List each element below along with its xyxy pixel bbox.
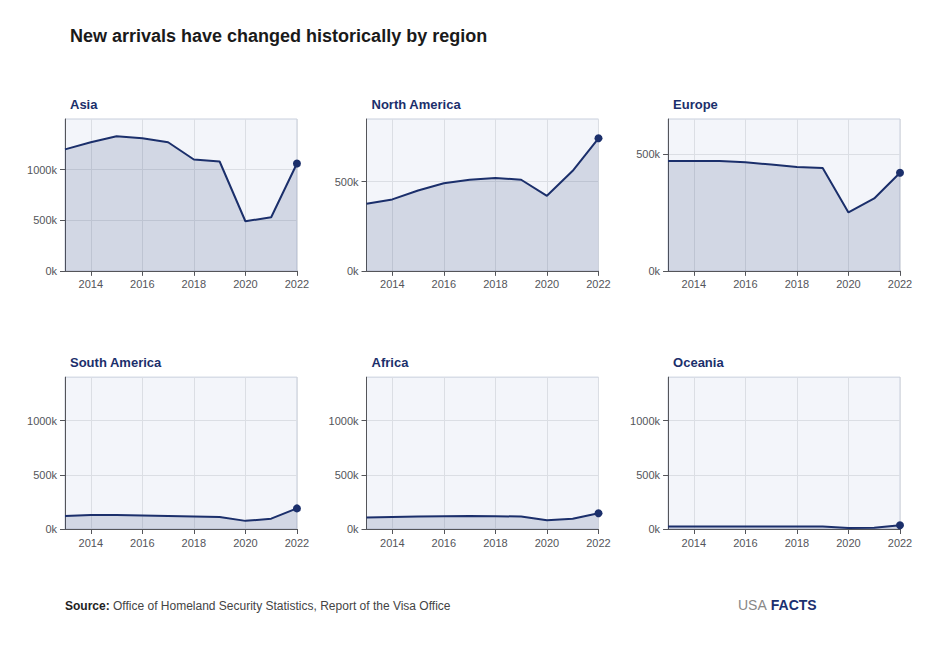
svg-text:2014: 2014 [380,278,404,290]
svg-text:0k: 0k [347,265,359,277]
svg-text:1000k: 1000k [329,415,359,427]
svg-text:2016: 2016 [733,278,757,290]
svg-text:0k: 0k [648,523,660,535]
svg-text:500k: 500k [33,214,57,226]
svg-text:2014: 2014 [682,278,706,290]
svg-text:2022: 2022 [285,278,309,290]
svg-text:2016: 2016 [733,537,757,549]
svg-text:2016: 2016 [432,278,456,290]
svg-text:2020: 2020 [836,278,860,290]
svg-text:2018: 2018 [182,278,206,290]
svg-text:2018: 2018 [182,537,206,549]
svg-text:2018: 2018 [483,278,507,290]
svg-text:500k: 500k [335,469,359,481]
svg-text:1000k: 1000k [630,415,660,427]
svg-text:2016: 2016 [130,278,154,290]
svg-text:2016: 2016 [432,537,456,549]
svg-text:0k: 0k [347,523,359,535]
svg-text:2018: 2018 [483,537,507,549]
svg-text:2016: 2016 [130,537,154,549]
svg-text:Europe: Europe [673,97,718,112]
svg-text:500k: 500k [636,148,660,160]
svg-text:2022: 2022 [586,537,610,549]
svg-text:2018: 2018 [785,278,809,290]
svg-text:Oceania: Oceania [673,355,724,370]
svg-text:0k: 0k [45,523,57,535]
svg-text:2020: 2020 [233,278,257,290]
svg-text:500k: 500k [335,176,359,188]
svg-text:Source:: Source: [65,599,110,613]
svg-text:2014: 2014 [682,537,706,549]
svg-text:New arrivals have changed hist: New arrivals have changed historically b… [70,26,487,46]
svg-text:2020: 2020 [233,537,257,549]
svg-text:2022: 2022 [888,278,912,290]
svg-text:2014: 2014 [380,537,404,549]
svg-text:Africa: Africa [372,355,410,370]
svg-text:USA: USA [738,597,767,613]
svg-text:2014: 2014 [79,278,103,290]
svg-text:1000k: 1000k [27,164,57,176]
svg-text:FACTS: FACTS [771,597,817,613]
svg-text:2022: 2022 [285,537,309,549]
svg-text:2022: 2022 [888,537,912,549]
svg-text:500k: 500k [636,469,660,481]
svg-text:2018: 2018 [785,537,809,549]
svg-text:500k: 500k [33,469,57,481]
svg-text:2020: 2020 [535,537,559,549]
svg-text:0k: 0k [45,265,57,277]
svg-text:South America: South America [70,355,162,370]
svg-text:0k: 0k [648,265,660,277]
svg-text:1000k: 1000k [27,415,57,427]
svg-text:2022: 2022 [586,278,610,290]
svg-text:2020: 2020 [535,278,559,290]
svg-text:2020: 2020 [836,537,860,549]
svg-text:2014: 2014 [79,537,103,549]
svg-text:Office of Homeland Security St: Office of Homeland Security Statistics, … [110,599,451,613]
svg-text:Asia: Asia [70,97,98,112]
svg-text:North America: North America [372,97,462,112]
